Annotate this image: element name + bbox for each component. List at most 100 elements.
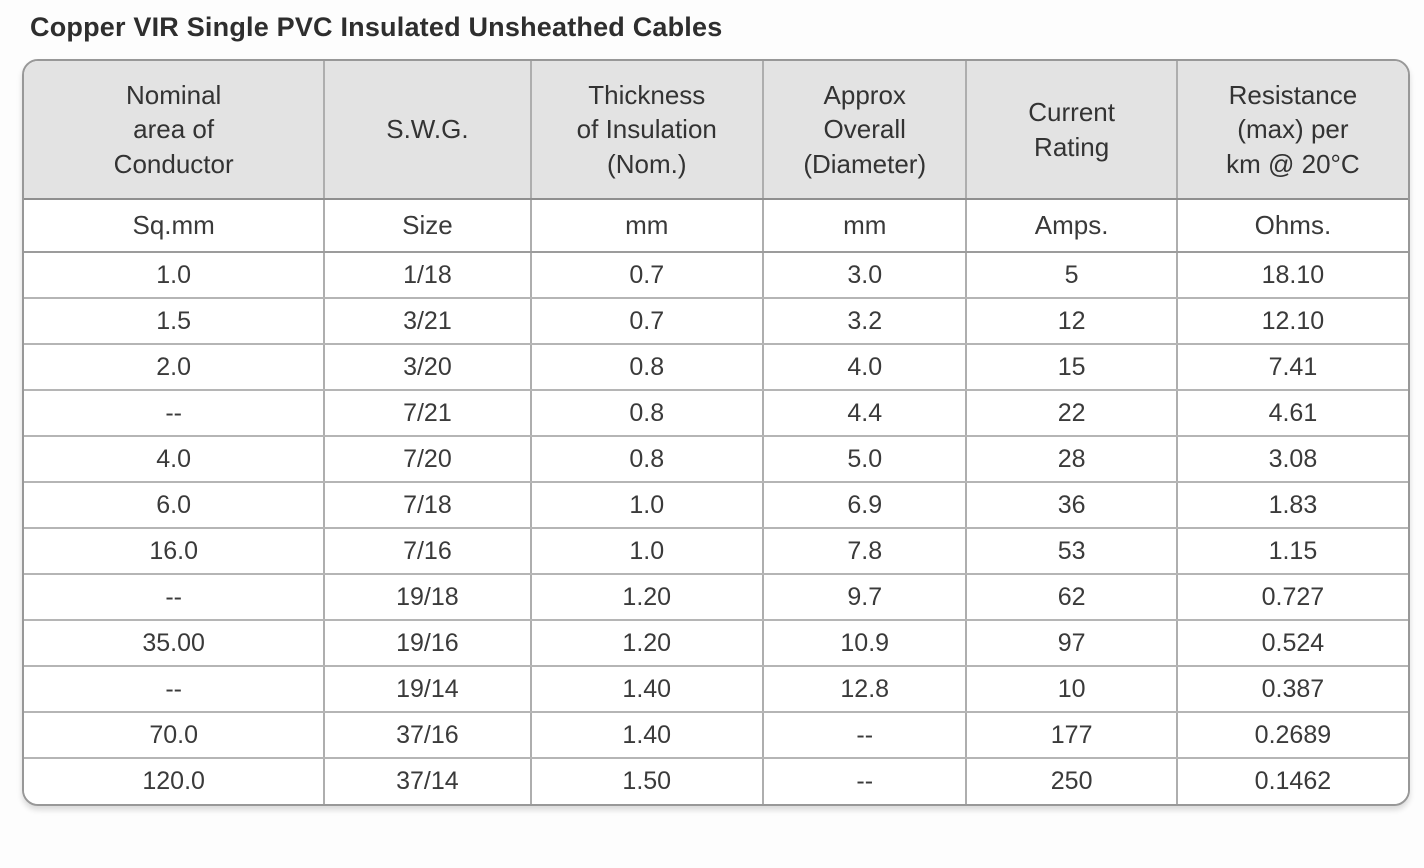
- table-row: 120.0 37/14 1.50 -- 250 0.1462: [24, 758, 1408, 804]
- table-row: 1.5 3/21 0.7 3.2 12 12.10: [24, 298, 1408, 345]
- unit-cell-swg: Size: [323, 199, 531, 253]
- header-line: Overall: [823, 114, 906, 145]
- header-line: (Diameter): [803, 148, 927, 179]
- cell-overall-diameter: --: [762, 712, 967, 759]
- table-row: 16.0 7/16 1.0 7.8 53 1.15: [24, 528, 1408, 575]
- table-row: 6.0 7/18 1.0 6.9 36 1.83: [24, 482, 1408, 529]
- cell-current-rating: 62: [965, 574, 1177, 621]
- header-line: Nominal: [125, 80, 222, 111]
- table-row: -- 19/18 1.20 9.7 62 0.727: [24, 574, 1408, 621]
- cell-overall-diameter: 12.8: [762, 666, 967, 713]
- cable-spec-table: Nominal area of Conductor S.W.G. Thickness of…: [24, 61, 1408, 804]
- cell-current-rating: 28: [965, 436, 1177, 483]
- cell-resistance: 18.10: [1175, 252, 1408, 299]
- column-header-swg: S.W.G.: [323, 61, 531, 200]
- header-line: km @ 20°C: [1226, 148, 1360, 179]
- cell-current-rating: 5: [965, 252, 1177, 299]
- cell-swg: 1/18: [323, 252, 531, 299]
- cell-resistance: 7.41: [1175, 344, 1408, 391]
- cell-swg: 7/21: [323, 390, 531, 437]
- unit-cell-insulation-thickness: mm: [529, 199, 764, 253]
- cell-insulation-thickness: 1.20: [529, 620, 764, 667]
- cell-resistance: 1.83: [1175, 482, 1408, 529]
- header-line: Resistance: [1228, 80, 1358, 111]
- cell-nominal-area: 6.0: [24, 482, 325, 529]
- header-line: S.W.G.: [386, 114, 469, 145]
- header-line: Rating: [1034, 131, 1110, 162]
- cell-current-rating: 15: [965, 344, 1177, 391]
- header-line: (Nom.): [607, 148, 687, 179]
- cell-overall-diameter: 3.0: [762, 252, 967, 299]
- cell-overall-diameter: 6.9: [762, 482, 967, 529]
- table-row: 35.00 19/16 1.20 10.9 97 0.524: [24, 620, 1408, 667]
- table-row: 4.0 7/20 0.8 5.0 28 3.08: [24, 436, 1408, 483]
- header-line: area of: [133, 114, 215, 145]
- header-line: Current: [1028, 97, 1115, 128]
- cell-resistance: 0.727: [1175, 574, 1408, 621]
- cell-overall-diameter: 9.7: [762, 574, 967, 621]
- cell-resistance: 1.15: [1175, 528, 1408, 575]
- cell-resistance: 12.10: [1175, 298, 1408, 345]
- cell-nominal-area: 16.0: [24, 528, 325, 575]
- cell-nominal-area: 2.0: [24, 344, 325, 391]
- cell-resistance: 0.387: [1175, 666, 1408, 713]
- cell-overall-diameter: 4.0: [762, 344, 967, 391]
- unit-cell-nominal-area: Sq.mm: [24, 199, 325, 253]
- cell-overall-diameter: --: [762, 758, 967, 804]
- cell-current-rating: 250: [965, 758, 1177, 804]
- cell-swg: 19/16: [323, 620, 531, 667]
- cell-nominal-area: --: [24, 390, 325, 437]
- cell-resistance: 0.1462: [1175, 758, 1408, 804]
- table-row: -- 7/21 0.8 4.4 22 4.61: [24, 390, 1408, 437]
- cell-nominal-area: 70.0: [24, 712, 325, 759]
- cell-swg: 37/16: [323, 712, 531, 759]
- cell-overall-diameter: 7.8: [762, 528, 967, 575]
- cell-nominal-area: --: [24, 666, 325, 713]
- cell-insulation-thickness: 0.8: [529, 344, 764, 391]
- table-body: Sq.mm Size mm mm Amps. Ohms. 1.0 1/18 0.7 3.0 5 18…: [24, 199, 1408, 804]
- cell-swg: 7/16: [323, 528, 531, 575]
- header-line: (max) per: [1237, 114, 1349, 145]
- table-row: 1.0 1/18 0.7 3.0 5 18.10: [24, 252, 1408, 299]
- cell-insulation-thickness: 1.20: [529, 574, 764, 621]
- cell-swg: 19/14: [323, 666, 531, 713]
- cell-insulation-thickness: 1.0: [529, 528, 764, 575]
- column-header-current-rating: Current Rating: [965, 61, 1177, 200]
- cell-insulation-thickness: 1.40: [529, 666, 764, 713]
- cell-swg: 3/20: [323, 344, 531, 391]
- header-line: Thickness: [588, 80, 706, 111]
- cell-swg: 3/21: [323, 298, 531, 345]
- column-header-insulation-thickness: Thickness of Insulation (Nom.): [529, 61, 764, 200]
- header-line: Conductor: [113, 148, 234, 179]
- cell-insulation-thickness: 1.50: [529, 758, 764, 804]
- cell-resistance: 4.61: [1175, 390, 1408, 437]
- cell-resistance: 0.524: [1175, 620, 1408, 667]
- cell-insulation-thickness: 0.7: [529, 252, 764, 299]
- cell-overall-diameter: 3.2: [762, 298, 967, 345]
- cell-nominal-area: 120.0: [24, 758, 325, 804]
- column-header-overall-diameter: Approx Overall (Diameter): [762, 61, 967, 200]
- table-row: -- 19/14 1.40 12.8 10 0.387: [24, 666, 1408, 713]
- column-header-resistance: Resistance (max) per km @ 20°C: [1175, 61, 1408, 200]
- cell-current-rating: 22: [965, 390, 1177, 437]
- unit-cell-overall-diameter: mm: [762, 199, 967, 253]
- cell-current-rating: 12: [965, 298, 1177, 345]
- cell-current-rating: 10: [965, 666, 1177, 713]
- cell-nominal-area: --: [24, 574, 325, 621]
- page: Copper VIR Single PVC Insulated Unsheath…: [22, 12, 1410, 806]
- header-line: of Insulation: [576, 114, 717, 145]
- header-row: Nominal area of Conductor S.W.G. Thickness of…: [24, 61, 1408, 200]
- units-row: Sq.mm Size mm mm Amps. Ohms.: [24, 199, 1408, 253]
- cell-resistance: 3.08: [1175, 436, 1408, 483]
- cell-current-rating: 177: [965, 712, 1177, 759]
- cell-swg: 7/18: [323, 482, 531, 529]
- cell-swg: 19/18: [323, 574, 531, 621]
- cell-nominal-area: 35.00: [24, 620, 325, 667]
- cell-nominal-area: 1.0: [24, 252, 325, 299]
- header-line: Approx: [823, 80, 906, 111]
- table-header: Nominal area of Conductor S.W.G. Thickness of…: [24, 61, 1408, 200]
- cell-insulation-thickness: 0.8: [529, 436, 764, 483]
- table-row: 70.0 37/16 1.40 -- 177 0.2689: [24, 712, 1408, 759]
- cell-overall-diameter: 10.9: [762, 620, 967, 667]
- column-header-nominal-area: Nominal area of Conductor: [24, 61, 325, 200]
